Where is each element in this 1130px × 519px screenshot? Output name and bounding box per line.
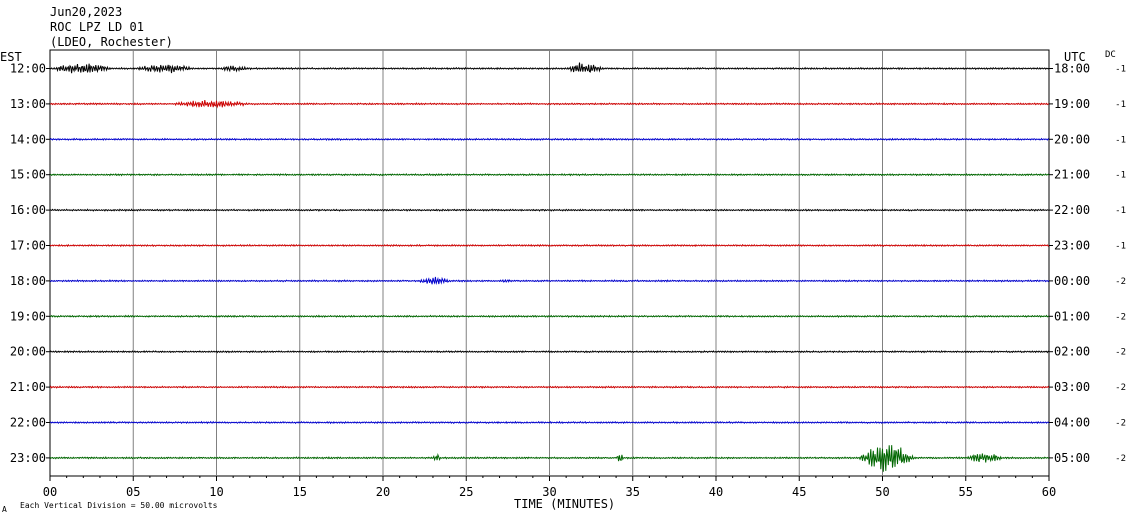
dc-offset-label: -1 bbox=[1115, 100, 1126, 110]
est-time-label: 21:00 bbox=[10, 380, 46, 394]
corner-mark: A bbox=[2, 505, 7, 514]
est-time-label: 18:00 bbox=[10, 274, 46, 288]
record-date: Jun20,2023 bbox=[50, 5, 122, 19]
trace-line-1300 bbox=[49, 100, 1050, 109]
dc-offset-label: -1 bbox=[1115, 171, 1126, 181]
row-labels: 12:00 18:00 -1 13:00 19:00 -1 14:00 20:00 -1 15:0… bbox=[10, 62, 1126, 465]
utc-time-label: 03:00 bbox=[1054, 380, 1090, 394]
utc-time-label: 21:00 bbox=[1054, 168, 1090, 182]
utc-time-label: 18:00 bbox=[1054, 62, 1090, 76]
utc-time-label: 20:00 bbox=[1054, 132, 1090, 146]
x-tick-label: 00 bbox=[43, 485, 57, 499]
utc-axis-title: UTC bbox=[1064, 50, 1086, 64]
x-tick-label: 25 bbox=[459, 485, 473, 499]
trace-line-2200 bbox=[49, 420, 1050, 425]
trace-line-1800 bbox=[49, 276, 1050, 286]
utc-time-label: 02:00 bbox=[1054, 345, 1090, 359]
x-tick-label: 60 bbox=[1042, 485, 1056, 499]
trace-line-1400 bbox=[49, 137, 1050, 142]
x-tick-label: 35 bbox=[626, 485, 640, 499]
dc-offset-label: -2 bbox=[1115, 277, 1126, 287]
est-time-label: 20:00 bbox=[10, 345, 46, 359]
trace-line-2300 bbox=[49, 445, 1050, 472]
seismic-traces bbox=[49, 62, 1050, 472]
dc-offset-label: -2 bbox=[1115, 383, 1126, 393]
dc-offset-label: -1 bbox=[1115, 206, 1126, 216]
est-time-label: 23:00 bbox=[10, 451, 46, 465]
dc-offset-label: -2 bbox=[1115, 312, 1126, 322]
dc-offset-label: -1 bbox=[1115, 135, 1126, 145]
utc-time-label: 19:00 bbox=[1054, 97, 1090, 111]
dc-offset-label: -2 bbox=[1115, 348, 1126, 358]
trace-line-1600 bbox=[49, 208, 1050, 212]
station-code: ROC LPZ LD 01 bbox=[50, 20, 144, 34]
plot-grid bbox=[49, 49, 1050, 477]
x-tick-label: 10 bbox=[209, 485, 223, 499]
x-tick-label: 05 bbox=[126, 485, 140, 499]
x-tick-label: 55 bbox=[959, 485, 973, 499]
dc-offset-label: -2 bbox=[1115, 454, 1126, 464]
x-tick-label: 50 bbox=[875, 485, 889, 499]
dc-column-title: DC bbox=[1105, 50, 1116, 60]
est-time-label: 17:00 bbox=[10, 239, 46, 253]
est-time-label: 13:00 bbox=[10, 97, 46, 111]
dc-offset-label: -1 bbox=[1115, 65, 1126, 75]
trace-line-1900 bbox=[49, 314, 1050, 319]
est-time-label: 14:00 bbox=[10, 132, 46, 146]
trace-line-1700 bbox=[49, 243, 1050, 248]
utc-time-label: 04:00 bbox=[1054, 416, 1090, 430]
trace-line-1200 bbox=[49, 62, 1050, 74]
est-time-label: 16:00 bbox=[10, 203, 46, 217]
est-time-label: 22:00 bbox=[10, 416, 46, 430]
x-tick-label: 15 bbox=[293, 485, 307, 499]
utc-time-label: 01:00 bbox=[1054, 309, 1090, 323]
x-axis: 00 05 10 15 20 25 30 35 40 45 50 55 60 bbox=[43, 476, 1056, 499]
scale-note: Each Vertical Division = 50.00 microvolt… bbox=[20, 501, 218, 510]
x-axis-title: TIME (MINUTES) bbox=[514, 497, 615, 511]
utc-time-label: 23:00 bbox=[1054, 239, 1090, 253]
trace-line-2000 bbox=[49, 349, 1050, 354]
est-axis-title: EST bbox=[0, 50, 22, 64]
utc-time-label: 22:00 bbox=[1054, 203, 1090, 217]
dc-offset-label: -2 bbox=[1115, 419, 1126, 429]
utc-time-label: 00:00 bbox=[1054, 274, 1090, 288]
est-time-label: 12:00 bbox=[10, 62, 46, 76]
dc-offset-label: -1 bbox=[1115, 242, 1126, 252]
x-tick-label: 20 bbox=[376, 485, 390, 499]
x-tick-label: 40 bbox=[709, 485, 723, 499]
trace-line-1500 bbox=[49, 172, 1050, 177]
est-time-label: 15:00 bbox=[10, 168, 46, 182]
x-tick-label: 30 bbox=[542, 485, 556, 499]
network-name: (LDEO, Rochester) bbox=[50, 35, 173, 49]
est-time-label: 19:00 bbox=[10, 309, 46, 323]
trace-line-2100 bbox=[49, 385, 1050, 389]
x-tick-label: 45 bbox=[792, 485, 806, 499]
utc-time-label: 05:00 bbox=[1054, 451, 1090, 465]
